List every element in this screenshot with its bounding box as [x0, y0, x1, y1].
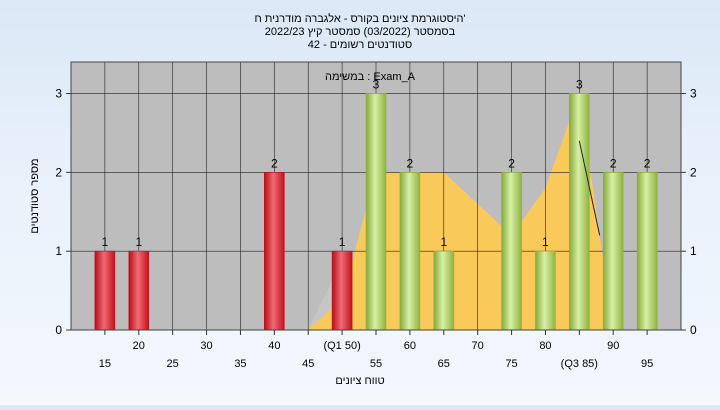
bar-value-label: 1 [339, 235, 346, 249]
x-tick-label-lower: 45 [302, 358, 314, 370]
bar-50 [331, 250, 353, 331]
x-tick-label-lower: 35 [234, 358, 246, 370]
annotation-text: במשימה : Exam_A [325, 71, 416, 83]
bar-value-label: 2 [508, 156, 515, 170]
bar-value-label: 1 [440, 235, 447, 249]
x-tick-label-upper: 90 [607, 340, 619, 352]
y-tick-label-right: 2 [690, 165, 697, 179]
y-tick-label-right: 3 [690, 87, 697, 101]
bar-65 [433, 250, 455, 331]
bar-20 [128, 250, 150, 331]
x-tick-label-upper: 70 [472, 340, 484, 352]
x-tick-label-lower: 95 [641, 358, 653, 370]
x-axis-lower-labels: 15 25 35 45 55 65 75 (Q3 85) 95 [99, 330, 653, 370]
title-line-2: בסמסטר (03/2022) סמסטר קיץ 2022/23 [265, 26, 456, 38]
x-tick-label-lower: (Q3 85) [561, 358, 598, 370]
bar-value-label: 1 [135, 235, 142, 249]
x-tick-label-lower: 75 [505, 358, 517, 370]
x-tick-label-upper: 80 [539, 340, 551, 352]
title-line-1: היסטוגרמת ציונים בקורס - אלגברה מודרנית … [254, 12, 465, 25]
bar-value-label: 3 [576, 78, 583, 92]
y-tick-label-left: 0 [55, 323, 62, 337]
x-tick-label-upper: 20 [133, 340, 145, 352]
bar-value-label: 2 [610, 156, 617, 170]
y-tick-label-right: 0 [690, 323, 697, 337]
bar-15 [94, 250, 116, 331]
bars-layer [94, 93, 658, 331]
bar-labels-layer: 1 1 2 1 3 2 1 2 1 3 2 2 [102, 78, 651, 250]
bar-value-label: 2 [271, 156, 278, 170]
x-tick-label-lower: 55 [370, 358, 382, 370]
chart-title: היסטוגרמת ציונים בקורס - אלגברה מודרנית … [254, 12, 465, 51]
y-axis-left: 0 1 2 3 [55, 87, 71, 337]
bar-80 [535, 250, 556, 331]
x-tick-label-upper: 30 [200, 340, 212, 352]
bar-85 [568, 93, 590, 331]
x-tick-label-upper: 60 [404, 340, 416, 352]
bar-60 [399, 172, 421, 331]
title-line-3: סטודנטים רשומים - 42 [308, 39, 412, 51]
bar-value-label: 2 [407, 156, 414, 170]
x-tick-label-lower: 15 [99, 358, 111, 370]
y-tick-label-left: 1 [55, 244, 62, 258]
y-tick-label-left: 3 [55, 87, 62, 101]
x-axis-upper-labels: 20 30 40 (Q1 50) 60 70 80 90 [133, 330, 619, 352]
x-tick-label-upper: (Q1 50) [323, 340, 360, 352]
y-axis-right: 0 1 2 3 [681, 87, 697, 337]
y-axis-label: מספר סטודנטים [29, 158, 41, 233]
bar-75 [501, 172, 522, 331]
bar-95 [636, 172, 658, 331]
y-tick-label-right: 1 [690, 244, 697, 258]
trend-line-layer [578, 140, 601, 236]
bar-90 [602, 172, 624, 331]
bar-40 [263, 172, 285, 331]
bar-value-label: 1 [542, 235, 549, 249]
bar-value-label: 1 [102, 235, 109, 249]
x-axis-label: טווח ציונים [335, 375, 384, 387]
bar-55 [365, 93, 387, 331]
trend-line [578, 140, 601, 236]
bar-value-label: 3 [373, 78, 380, 92]
bar-value-label: 2 [644, 156, 651, 170]
x-tick-label-upper: 40 [268, 340, 280, 352]
y-tick-label-left: 2 [55, 165, 62, 179]
x-tick-label-lower: 25 [167, 358, 179, 370]
x-tick-label-lower: 65 [438, 358, 450, 370]
